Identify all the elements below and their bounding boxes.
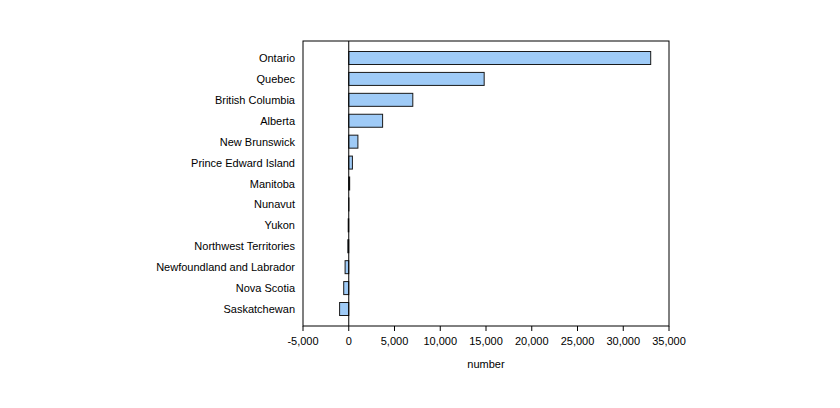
- tick-label: 10,000: [423, 335, 457, 347]
- category-label: Manitoba: [250, 178, 296, 190]
- category-label: Northwest Territories: [194, 240, 295, 252]
- chart: Ontario Quebec British Columbia Alberta New …: [0, 0, 840, 408]
- category-label: Ontario: [259, 52, 295, 64]
- category-label: Newfoundland and Labrador: [156, 261, 295, 273]
- bar: [340, 303, 349, 316]
- tick-label: -5,000: [287, 335, 318, 347]
- tick-label: 0: [346, 335, 352, 347]
- category-label: Saskatchewan: [223, 303, 295, 315]
- tick-mark: [531, 326, 532, 331]
- bar: [349, 93, 413, 106]
- category-label: Alberta: [260, 115, 296, 127]
- tick-label: 15,000: [469, 335, 503, 347]
- tick-label: 35,000: [652, 335, 686, 347]
- bar: [349, 135, 358, 148]
- zero-line: [348, 41, 349, 326]
- tick-label: 5,000: [381, 335, 409, 347]
- bar: [349, 114, 383, 127]
- tick-label: 20,000: [515, 335, 549, 347]
- tick-mark: [303, 326, 304, 331]
- bar: [349, 52, 651, 65]
- bar: [349, 72, 484, 85]
- tick-mark: [623, 326, 624, 331]
- tick-label: 25,000: [561, 335, 595, 347]
- category-label: Yukon: [264, 219, 295, 231]
- tick-label: 30,000: [606, 335, 640, 347]
- axis-label: number: [467, 358, 505, 370]
- tick-mark: [348, 326, 349, 331]
- tick-mark: [486, 326, 487, 331]
- bar: [344, 282, 349, 295]
- tick-mark: [669, 326, 670, 331]
- tick-mark: [394, 326, 395, 331]
- category-label: Quebec: [256, 73, 295, 85]
- plot-frame: [303, 41, 669, 326]
- chart-root: Ontario Quebec British Columbia Alberta New …: [0, 0, 840, 408]
- bar: [349, 156, 353, 169]
- bars: [340, 52, 651, 316]
- category-label: British Columbia: [215, 94, 296, 106]
- tick-mark: [577, 326, 578, 331]
- category-label: Nunavut: [254, 198, 295, 210]
- tick-mark: [440, 326, 441, 331]
- category-label: Prince Edward Island: [191, 157, 295, 169]
- bar: [345, 261, 349, 274]
- category-label: New Brunswick: [220, 136, 296, 148]
- category-label: Nova Scotia: [236, 282, 296, 294]
